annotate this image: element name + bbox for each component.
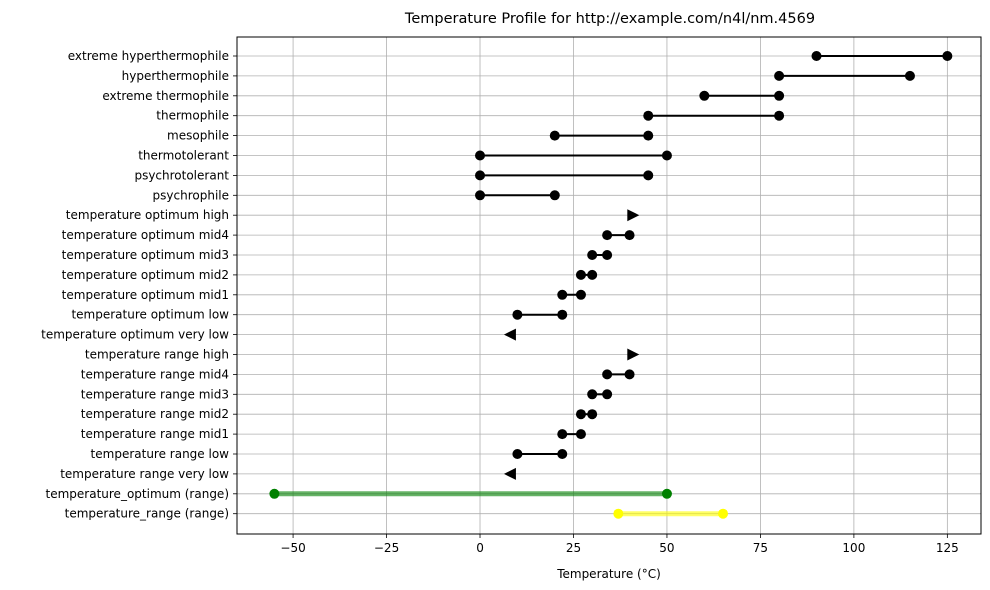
y-tick-label: temperature optimum very low	[41, 328, 229, 342]
range-start-point	[512, 449, 523, 459]
range-end-point	[587, 269, 598, 280]
y-tick-label: temperature optimum mid1	[62, 288, 229, 302]
x-tick-label: 50	[659, 541, 674, 555]
range-end-point	[557, 449, 568, 459]
y-tick-label: temperature range mid4	[81, 367, 229, 381]
range-start-point	[613, 508, 624, 519]
range-end-point	[643, 170, 654, 181]
range-start-point	[774, 70, 785, 81]
y-tick-label: temperature range low	[91, 447, 230, 461]
y-tick-label: temperature_optimum (range)	[46, 487, 229, 501]
range-start-point	[602, 369, 613, 380]
right-arrow-marker	[627, 348, 640, 361]
range-end-point	[602, 389, 613, 400]
range-start-point	[575, 269, 586, 280]
left-arrow-marker	[503, 328, 516, 341]
x-tick-label: 125	[936, 541, 959, 555]
range-end-point	[661, 488, 672, 499]
range-start-point	[475, 190, 486, 201]
range-end-point	[774, 110, 785, 121]
y-tick-label: psychrotolerant	[134, 168, 229, 182]
range-start-point	[269, 488, 280, 499]
range-start-point	[557, 429, 568, 440]
y-tick-label: temperature optimum mid3	[62, 248, 229, 262]
x-tick-label: 100	[842, 541, 865, 555]
y-tick-label: temperature range very low	[60, 467, 229, 481]
range-start-point	[699, 90, 710, 101]
range-start-point	[811, 51, 822, 61]
data-marks	[269, 51, 953, 519]
x-tick-label: −50	[280, 541, 305, 555]
y-tick-label: extreme hyperthermophile	[68, 49, 229, 63]
x-tick-label: −25	[374, 541, 399, 555]
right-arrow-marker	[627, 209, 640, 222]
y-tick-label: temperature optimum low	[71, 308, 229, 322]
y-tick-label: temperature range high	[85, 348, 229, 362]
range-end-point	[942, 51, 953, 61]
plot-frame	[236, 36, 982, 535]
axis-ticks: −50 −25 0 25 50 75 100 125 extreme hyperthermoph…	[41, 49, 959, 555]
range-end-point	[643, 130, 654, 141]
x-tick-label: 0	[476, 541, 484, 555]
range-start-point	[587, 250, 598, 260]
range-end-point	[575, 289, 586, 300]
chart-title: Temperature Profile for http://example.c…	[404, 11, 815, 27]
y-tick-label: hyperthermophile	[122, 69, 229, 83]
range-end-point	[624, 369, 635, 380]
y-tick-label: temperature optimum mid2	[62, 268, 229, 282]
range-end-point	[549, 190, 560, 201]
range-start-point	[475, 170, 486, 181]
y-tick-label: temperature range mid2	[81, 407, 229, 421]
x-axis-label: Temperature (°C)	[556, 567, 661, 581]
range-end-point	[575, 429, 586, 440]
y-tick-label: psychrophile	[153, 188, 229, 202]
range-end-point	[587, 409, 598, 420]
range-end-point	[661, 150, 672, 161]
left-arrow-marker	[503, 467, 516, 480]
range-end-point	[624, 230, 635, 241]
y-tick-label: temperature range mid3	[81, 387, 229, 401]
range-start-point	[575, 409, 586, 420]
range-start-point	[587, 389, 598, 400]
x-tick-label: 25	[566, 541, 581, 555]
range-start-point	[643, 110, 654, 121]
range-start-point	[557, 289, 568, 300]
y-tick-label: temperature_range (range)	[65, 507, 229, 521]
range-end-point	[602, 250, 613, 260]
y-tick-label: mesophile	[167, 129, 229, 143]
y-tick-label: thermophile	[156, 109, 229, 123]
x-tick-label: 75	[753, 541, 768, 555]
range-start-point	[602, 230, 613, 241]
y-tick-label: extreme thermophile	[102, 89, 229, 103]
range-start-point	[475, 150, 486, 161]
y-tick-label: thermotolerant	[138, 149, 229, 163]
range-end-point	[774, 90, 785, 101]
grid-lines	[237, 37, 981, 534]
range-end-point	[557, 309, 568, 320]
range-end-point	[904, 70, 915, 81]
y-tick-label: temperature optimum mid4	[62, 228, 229, 242]
range-end-point	[718, 508, 729, 519]
y-tick-label: temperature optimum high	[66, 208, 229, 222]
y-tick-label: temperature range mid1	[81, 427, 229, 441]
range-start-point	[549, 130, 560, 141]
range-start-point	[512, 309, 523, 320]
